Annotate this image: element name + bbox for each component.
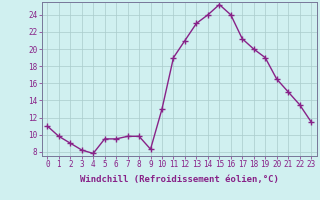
X-axis label: Windchill (Refroidissement éolien,°C): Windchill (Refroidissement éolien,°C)	[80, 175, 279, 184]
